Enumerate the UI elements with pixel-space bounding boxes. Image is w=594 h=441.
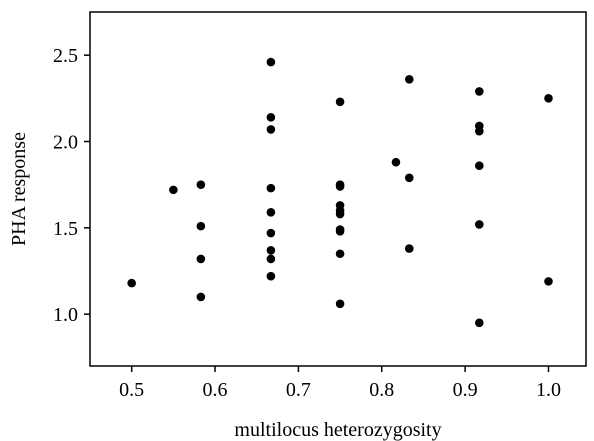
data-point [335, 227, 345, 236]
y-axis-label: PHA response [8, 132, 30, 246]
y-tick-label: 1.0 [53, 304, 78, 326]
x-tick-label: 0.8 [369, 379, 394, 401]
data-point [474, 87, 484, 96]
x-tick-label: 0.9 [453, 379, 478, 401]
data-point [266, 254, 276, 264]
data-point [266, 125, 276, 134]
data-point [544, 277, 553, 286]
data-point [266, 113, 276, 122]
data-point [266, 183, 276, 193]
data-point [404, 75, 414, 84]
x-tick-label: 0.5 [119, 379, 144, 401]
data-point [544, 94, 553, 103]
data-point [474, 318, 484, 328]
x-axis-label: multilocus heterozygosity [234, 419, 441, 441]
data-point [127, 278, 136, 288]
data-point [335, 209, 345, 219]
data-point [404, 173, 414, 183]
y-tick-label: 2.0 [53, 132, 78, 154]
data-point [196, 254, 206, 264]
data-point [335, 182, 345, 191]
axis-tick-labels: 0.5 0.6 0.7 0.8 0.9 1.0 1.0 1.5 2.0 2.5 [53, 45, 561, 401]
plot-frame [89, 11, 587, 367]
x-tick-label: 0.6 [203, 379, 228, 401]
data-point [391, 157, 401, 167]
data-point [196, 292, 206, 302]
y-tick-label: 1.5 [53, 218, 78, 240]
x-tick-label: 1.0 [536, 379, 561, 401]
axis-ticks [84, 54, 550, 372]
data-point [196, 180, 206, 189]
data-point [266, 246, 276, 255]
data-point [266, 208, 276, 217]
data-point [335, 299, 345, 309]
data-point [474, 161, 484, 170]
data-point [266, 271, 276, 281]
data-point [266, 228, 276, 238]
data-point [474, 126, 484, 136]
data-point [474, 220, 484, 229]
data-points [127, 57, 553, 328]
data-point [335, 249, 345, 259]
data-point [196, 221, 206, 231]
y-tick-label: 2.5 [53, 45, 78, 67]
data-point [404, 244, 414, 253]
data-point [169, 185, 178, 195]
x-tick-label: 0.7 [286, 379, 311, 401]
data-point [335, 97, 345, 107]
data-point [266, 57, 276, 67]
